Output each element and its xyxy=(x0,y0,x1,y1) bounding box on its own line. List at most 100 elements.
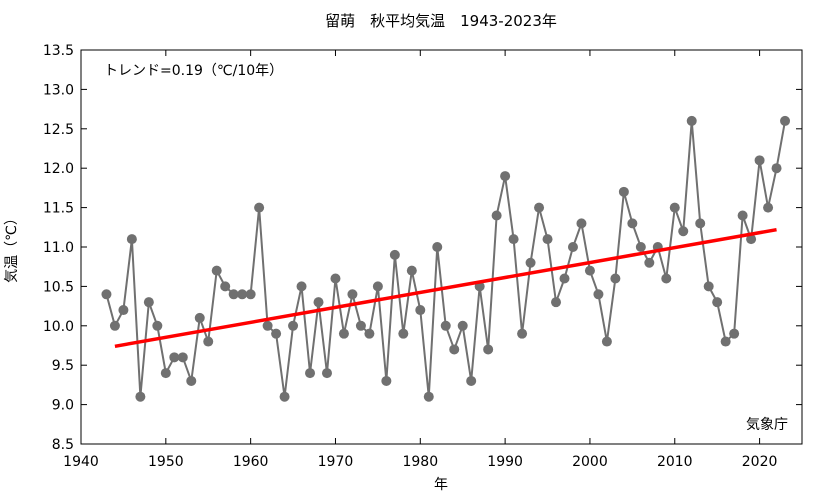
data-point xyxy=(491,210,502,221)
data-point xyxy=(109,320,120,331)
data-point xyxy=(160,368,171,379)
data-point xyxy=(321,368,332,379)
data-point xyxy=(279,391,290,402)
data-point xyxy=(686,115,697,126)
data-point xyxy=(763,202,774,213)
data-point xyxy=(720,336,731,347)
data-point xyxy=(703,281,714,292)
data-point xyxy=(737,210,748,221)
data-point xyxy=(601,336,612,347)
x-tick-label: 1940 xyxy=(63,454,99,470)
y-tick-label: 11.0 xyxy=(43,240,74,256)
data-point xyxy=(449,344,460,355)
y-tick-label: 12.5 xyxy=(43,122,74,138)
data-point xyxy=(381,375,392,386)
data-point xyxy=(389,249,400,260)
data-point xyxy=(780,115,791,126)
data-point xyxy=(126,234,137,245)
data-point xyxy=(644,257,655,268)
data-point xyxy=(237,289,248,300)
data-point xyxy=(101,289,112,300)
data-point xyxy=(211,265,222,276)
data-point xyxy=(364,328,375,339)
x-axis: 1940 1950 1960 1970 1980 1990 2000 2010 2020 xyxy=(63,50,777,470)
data-point xyxy=(746,234,757,245)
data-point xyxy=(576,218,587,229)
data-point xyxy=(398,328,409,339)
data-point xyxy=(678,226,689,237)
y-tick-label: 9.5 xyxy=(52,358,74,374)
y-tick-label: 13.0 xyxy=(43,82,74,98)
y-tick-label: 10.0 xyxy=(43,319,74,335)
data-point xyxy=(432,242,443,252)
data-point xyxy=(695,218,706,229)
data-point xyxy=(466,375,477,386)
data-point xyxy=(483,344,494,355)
data-point xyxy=(551,297,562,308)
data-point xyxy=(254,202,265,213)
y-tick-label: 11.5 xyxy=(43,201,74,217)
data-point xyxy=(135,391,146,402)
y-tick-label: 9.0 xyxy=(52,398,74,414)
data-point xyxy=(152,320,163,331)
series-layer xyxy=(101,115,791,402)
data-point xyxy=(610,273,621,284)
data-point xyxy=(271,328,282,339)
data-point xyxy=(355,320,366,331)
data-point xyxy=(729,328,740,339)
trend-annotation: トレンド=0.19（℃/10年） xyxy=(104,63,283,79)
data-point xyxy=(525,257,536,268)
data-point xyxy=(288,320,299,331)
trend-layer xyxy=(114,227,777,349)
data-point xyxy=(338,328,349,339)
x-tick-label: 1950 xyxy=(148,454,184,470)
chart-title: 留萌 秋平均気温 1943-2023年 xyxy=(325,12,557,30)
data-point xyxy=(228,289,239,300)
data-point xyxy=(415,305,426,316)
x-tick-label: 1960 xyxy=(233,454,269,470)
data-point xyxy=(771,163,782,174)
data-point xyxy=(584,265,595,276)
x-tick-label: 2020 xyxy=(742,454,778,470)
data-point xyxy=(618,186,629,197)
data-point xyxy=(177,352,188,363)
source-label: 気象庁 xyxy=(746,417,788,433)
data-point xyxy=(203,336,214,347)
data-point xyxy=(627,218,638,229)
series-line xyxy=(105,120,787,397)
data-point xyxy=(372,281,383,292)
data-point xyxy=(661,273,672,284)
data-point xyxy=(669,202,680,213)
data-point xyxy=(517,328,528,339)
data-point xyxy=(754,155,765,166)
data-point xyxy=(712,297,723,308)
x-tick-label: 2000 xyxy=(572,454,608,470)
trend-line xyxy=(114,227,777,349)
data-point xyxy=(305,368,316,379)
data-point xyxy=(542,234,553,245)
data-point xyxy=(245,289,256,300)
data-point xyxy=(330,273,341,284)
data-point xyxy=(262,320,273,331)
data-point xyxy=(508,234,519,245)
data-point xyxy=(559,273,570,284)
data-point xyxy=(186,375,197,386)
y-axis-label: 気温（℃） xyxy=(4,211,20,283)
y-tick-label: 13.5 xyxy=(43,43,74,59)
data-point xyxy=(143,297,154,308)
data-point xyxy=(313,297,324,308)
data-point xyxy=(118,305,129,316)
x-tick-label: 1990 xyxy=(487,454,523,470)
data-point xyxy=(194,312,205,323)
data-point xyxy=(593,289,604,300)
y-tick-label: 12.0 xyxy=(43,161,74,177)
data-point xyxy=(440,320,451,331)
data-point xyxy=(635,242,646,252)
data-point xyxy=(534,202,545,213)
data-point xyxy=(406,265,417,276)
x-tick-label: 2010 xyxy=(657,454,693,470)
data-point xyxy=(220,281,231,292)
data-point xyxy=(500,171,511,182)
data-point xyxy=(347,289,358,300)
